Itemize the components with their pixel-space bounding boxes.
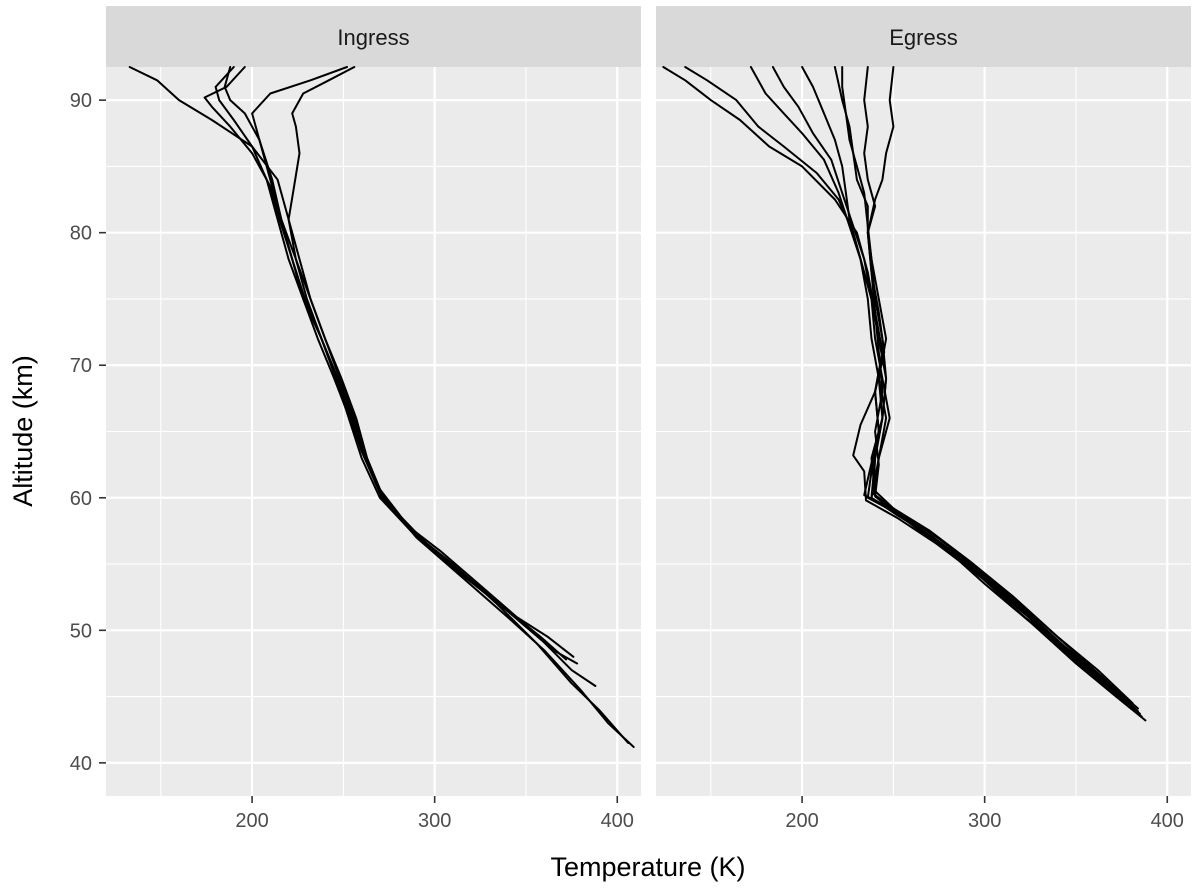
y-axis-title: Altitude (km) bbox=[8, 355, 38, 507]
grid-ingress bbox=[106, 67, 641, 796]
y-tick-label: 80 bbox=[70, 223, 92, 245]
panel-ingress: Ingress bbox=[106, 6, 641, 796]
strip-ingress bbox=[106, 6, 641, 67]
profile-line-ingress-3 bbox=[251, 66, 597, 687]
x-tick-label: 400 bbox=[1151, 810, 1184, 832]
profile-line-egress-8 bbox=[863, 66, 1141, 715]
y-tick-label: 90 bbox=[70, 90, 92, 112]
x-tick-label: 400 bbox=[601, 810, 634, 832]
x-tick-label: 200 bbox=[235, 810, 268, 832]
y-tick-label: 50 bbox=[70, 620, 92, 642]
x-tick-label: 300 bbox=[968, 810, 1001, 832]
profiles-egress bbox=[662, 66, 1147, 722]
strip-label-egress: Egress bbox=[889, 25, 957, 50]
x-tick-label: 300 bbox=[418, 810, 451, 832]
x-tick-label: 200 bbox=[785, 810, 818, 832]
profile-line-egress-9 bbox=[866, 66, 1139, 710]
x-axis-ingress: 200 300 400 bbox=[235, 796, 634, 832]
panel-egress: Egress bbox=[656, 6, 1191, 796]
y-tick-label: 60 bbox=[70, 488, 92, 510]
profiles-ingress bbox=[128, 66, 635, 748]
y-axis: 40 50 60 70 80 90 bbox=[70, 90, 106, 775]
profile-line-egress-7 bbox=[841, 66, 1139, 713]
y-tick-label: 70 bbox=[70, 355, 92, 377]
profile-line-ingress-6 bbox=[203, 66, 568, 661]
x-axis-egress: 200 300 400 bbox=[785, 796, 1184, 832]
grid-egress bbox=[656, 67, 1191, 796]
y-tick-label: 40 bbox=[70, 753, 92, 775]
strip-egress bbox=[656, 6, 1191, 67]
x-axis-title: Temperature (K) bbox=[550, 852, 745, 882]
strip-label-ingress: Ingress bbox=[337, 25, 409, 50]
